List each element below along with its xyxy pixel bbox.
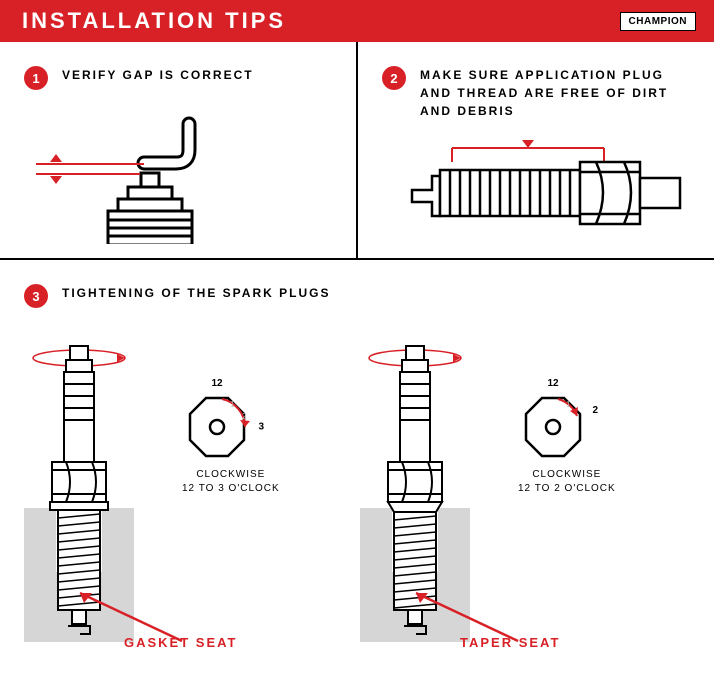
clock-12-label: 12	[547, 378, 558, 389]
spark-thread-icon	[382, 134, 682, 254]
header-title: INSTALLATION TIPS	[22, 8, 286, 34]
taper-clock: 1 12 2 CLOCKWISE 12 TO 2 O'CLOCK	[518, 392, 616, 495]
step-1-head: 1 VERIFY GAP IS CORRECT	[24, 66, 332, 90]
octagon-icon: 1	[518, 392, 588, 462]
octagon-icon: 1 2	[182, 392, 252, 462]
gasket-clock-label: CLOCKWISE 12 TO 3 O'CLOCK	[182, 468, 280, 495]
step-2-head: 2 MAKE SURE APPLICATION PLUG AND THREAD …	[382, 66, 690, 120]
panel-step-1: 1 VERIFY GAP IS CORRECT	[0, 42, 358, 258]
step-3-number: 3	[24, 284, 48, 308]
step-3-title: TIGHTENING OF THE SPARK PLUGS	[62, 284, 330, 302]
step-2-title: MAKE SURE APPLICATION PLUG AND THREAD AR…	[420, 66, 690, 120]
svg-text:1: 1	[566, 400, 571, 409]
clock-2-label: 2	[592, 405, 598, 416]
arrow-icon	[62, 585, 212, 645]
taper-clock-label: CLOCKWISE 12 TO 2 O'CLOCK	[518, 468, 616, 495]
row-top: 1 VERIFY GAP IS CORRECT	[0, 42, 714, 260]
step-1-diagram	[24, 104, 332, 249]
header-bar: INSTALLATION TIPS CHAMPION	[0, 0, 714, 42]
row-bottom: 3 TIGHTENING OF THE SPARK PLUGS	[0, 260, 714, 652]
panel-step-2: 2 MAKE SURE APPLICATION PLUG AND THREAD …	[358, 42, 714, 258]
step-1-number: 1	[24, 66, 48, 90]
svg-text:2: 2	[242, 412, 247, 421]
gasket-seat-label-block: GASKET SEAT	[124, 635, 238, 650]
seats-row: 1 2 12 3 CLOCKWISE 12 TO 3 O'CLOCK	[24, 322, 690, 642]
brand-badge: CHAMPION	[620, 12, 696, 31]
gasket-seat-col: 1 2 12 3 CLOCKWISE 12 TO 3 O'CLOCK	[24, 322, 354, 642]
step-2-number: 2	[382, 66, 406, 90]
arrow-icon	[398, 585, 548, 645]
step-1-title: VERIFY GAP IS CORRECT	[62, 66, 254, 84]
spark-gap-icon	[24, 104, 314, 244]
taper-seat-col: 1 12 2 CLOCKWISE 12 TO 2 O'CLOCK	[360, 322, 690, 642]
clock-12-label: 12	[211, 378, 222, 389]
panel-step-3: 3 TIGHTENING OF THE SPARK PLUGS	[0, 260, 714, 652]
taper-seat-label-block: TAPER SEAT	[460, 635, 560, 650]
step-2-diagram	[382, 134, 690, 259]
gasket-clock: 1 2 12 3 CLOCKWISE 12 TO 3 O'CLOCK	[182, 392, 280, 495]
clock-3-label: 3	[258, 422, 264, 433]
step-3-head: 3 TIGHTENING OF THE SPARK PLUGS	[24, 284, 690, 308]
svg-text:1: 1	[230, 400, 235, 409]
